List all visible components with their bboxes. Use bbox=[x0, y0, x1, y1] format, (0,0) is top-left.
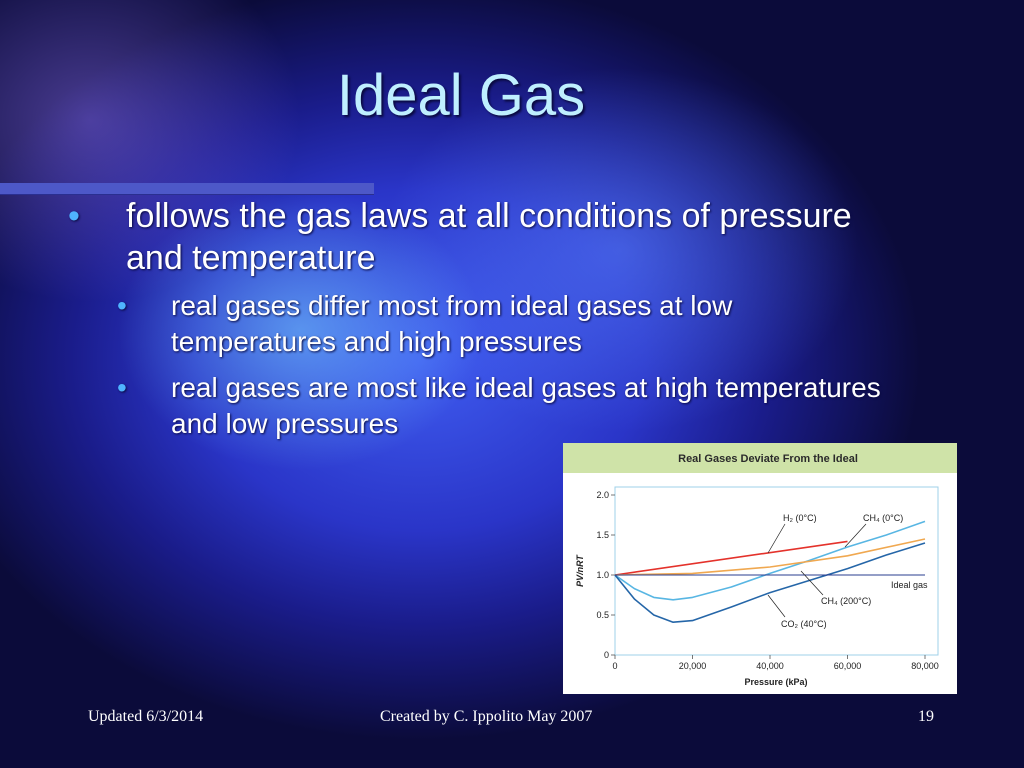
bullet-1-text: follows the gas laws at all conditions o… bbox=[126, 197, 852, 277]
ch4-0-leader-line bbox=[844, 523, 867, 548]
bullet-dot-icon: • bbox=[68, 197, 80, 235]
series-line-co2-40-c bbox=[614, 542, 926, 623]
bullet-dot-icon: • bbox=[117, 290, 127, 321]
slide-number: 19 bbox=[918, 708, 934, 725]
x-tick-label: 80,000 bbox=[911, 661, 939, 671]
chart-title: Real Gases Deviate From the Ideal bbox=[678, 453, 858, 465]
co2-leader-line bbox=[767, 594, 786, 618]
label-ch4-0c: CH₄ (0°C) bbox=[863, 513, 903, 523]
label-h2: H₂ (0°C) bbox=[783, 513, 817, 523]
label-ideal-gas: Ideal gas bbox=[891, 580, 928, 590]
sub-bullet-1-text: real gases differ most from ideal gases … bbox=[171, 290, 733, 357]
chart-title-band bbox=[563, 443, 957, 473]
x-axis-label: Pressure (kPa) bbox=[744, 677, 807, 687]
sub-bullet-1: • real gases differ most from ideal gase… bbox=[117, 288, 883, 360]
h2-leader-line bbox=[767, 523, 786, 554]
y-tick-label: 1.0 bbox=[596, 570, 609, 580]
label-co2: CO₂ (40°C) bbox=[781, 619, 827, 629]
footer-author: Created by C. Ippolito May 2007 bbox=[380, 708, 593, 725]
bullet-1: • follows the gas laws at all conditions… bbox=[68, 195, 858, 279]
x-tick-label: 20,000 bbox=[679, 661, 707, 671]
gas-deviation-chart: Real Gases Deviate From the Ideal 0 0.5 1.… bbox=[563, 443, 957, 694]
x-tick-label: 40,000 bbox=[756, 661, 784, 671]
ch4-200-leader-line bbox=[800, 570, 824, 596]
x-tick-label: 0 bbox=[612, 661, 617, 671]
y-tick-label: 2.0 bbox=[596, 490, 609, 500]
x-tick-label: 60,000 bbox=[834, 661, 862, 671]
plot-frame bbox=[614, 486, 939, 656]
title-divider-bar bbox=[0, 183, 374, 195]
label-ch4-200c: CH₄ (200°C) bbox=[821, 596, 871, 606]
y-tick-label: 0 bbox=[604, 650, 609, 660]
series-line-ch4-200-c bbox=[614, 538, 926, 576]
chart-svg: Real Gases Deviate From the Ideal 0 0.5 1.… bbox=[563, 443, 957, 687]
y-tick-label: 1.5 bbox=[596, 530, 609, 540]
sub-bullet-2-text: real gases are most like ideal gases at … bbox=[171, 372, 881, 439]
y-axis-label: PV/nRT bbox=[575, 554, 585, 587]
slide-title: Ideal Gas bbox=[336, 63, 586, 128]
y-tick-label: 0.5 bbox=[596, 610, 609, 620]
sub-bullet-2: • real gases are most like ideal gases a… bbox=[117, 370, 883, 442]
series-line-h2-0-c bbox=[614, 540, 848, 576]
series-line-ch4-0-c bbox=[614, 520, 926, 601]
footer-date: Updated 6/3/2014 bbox=[88, 708, 204, 725]
bullet-dot-icon: • bbox=[117, 372, 127, 403]
